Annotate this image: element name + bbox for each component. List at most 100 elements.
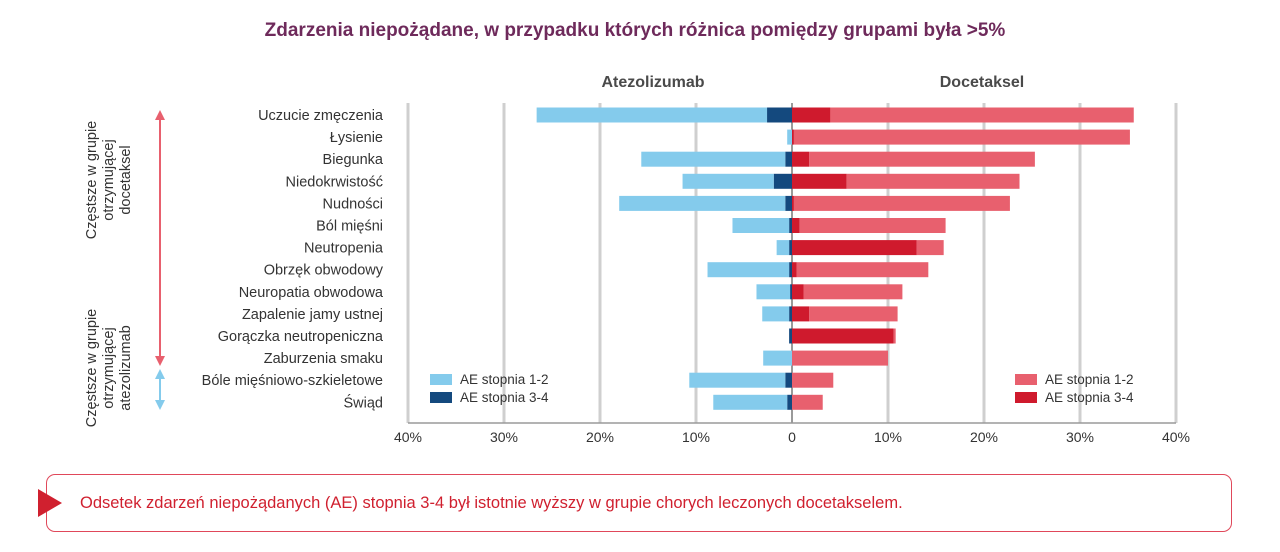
- x-tick-label: 10%: [874, 429, 902, 445]
- left-group-title: Atezolizumab: [601, 74, 704, 91]
- bar-atezo-grade12: [713, 394, 788, 410]
- chart-title: Zdarzenia niepożądane, w przypadku który…: [264, 20, 1006, 41]
- bar-atezo-grade34: [789, 306, 792, 322]
- lower-range-arrow-head: [155, 369, 165, 379]
- legend-right-label: AE stopnia 3-4: [1045, 390, 1134, 405]
- legend-left-label: AE stopnia 3-4: [460, 390, 549, 405]
- bar-doce-grade12: [793, 195, 1010, 211]
- bar-doce-grade34: [792, 306, 810, 322]
- upper-group-label: Częstsze w grupie: [84, 121, 100, 239]
- bar-atezo-grade34: [785, 195, 792, 211]
- bar-atezo-grade12: [707, 262, 790, 278]
- legend-left-label: AE stopnia 1-2: [460, 372, 549, 387]
- bar-doce-grade12: [809, 306, 898, 322]
- category-label: Biegunka: [323, 152, 384, 168]
- bar-atezo-grade12: [682, 173, 774, 189]
- bar-atezo-grade34: [790, 284, 792, 300]
- category-label: Świąd: [344, 393, 384, 411]
- bar-atezo-grade12: [762, 306, 790, 322]
- bar-atezo-grade12: [536, 107, 768, 123]
- bar-doce-grade34: [792, 195, 794, 211]
- bar-doce-grade34: [792, 262, 797, 278]
- bar-atezo-grade12: [641, 151, 786, 167]
- legend-left-swatch: [430, 392, 452, 403]
- bar-doce-grade34: [792, 173, 847, 189]
- lower-range-arrow: [155, 369, 165, 410]
- category-label: Zaburzenia smaku: [264, 351, 383, 367]
- bar-atezo-grade34: [789, 262, 792, 278]
- bar-doce-grade12: [893, 328, 896, 344]
- bar-doce-grade12: [793, 129, 1130, 145]
- bar-atezo-grade34: [785, 151, 792, 167]
- legend-left-swatch: [430, 374, 452, 385]
- bar-atezo-grade34: [773, 173, 792, 189]
- category-label: Nudności: [323, 196, 383, 212]
- bar-atezo-grade12: [776, 240, 790, 256]
- upper-group-label: otrzymującej: [101, 139, 117, 220]
- category-label: Zapalenie jamy ustnej: [242, 307, 383, 323]
- bar-doce-grade34: [792, 151, 810, 167]
- bar-doce-grade12: [916, 240, 944, 256]
- bar-doce-grade34: [792, 107, 831, 123]
- bar-atezo-grade12: [763, 350, 792, 366]
- category-label: Niedokrwistość: [286, 174, 384, 190]
- legend-right-swatch: [1015, 374, 1037, 385]
- upper-range-arrow-head: [155, 110, 165, 120]
- note-text: Odsetek zdarzeń niepożądanych (AE) stopn…: [80, 494, 903, 512]
- x-tick-label: 20%: [970, 429, 998, 445]
- x-tick-label: 10%: [682, 429, 710, 445]
- bar-doce-grade12: [796, 262, 929, 278]
- bar-atezo-grade34: [767, 107, 792, 123]
- chart-text: 40% 30% 20% 10% 0 10% 20% 30% 40% Atezolizumab Doc…: [84, 74, 1190, 445]
- x-tick-label: 30%: [1066, 429, 1094, 445]
- x-tick-label: 30%: [490, 429, 518, 445]
- bar-doce-grade12: [803, 284, 903, 300]
- note-arrow-icon: [38, 489, 62, 517]
- x-tick-label: 40%: [1162, 429, 1190, 445]
- bar-atezo-grade34: [789, 218, 792, 233]
- bar-doce-grade12: [809, 151, 1035, 167]
- lower-group-label: atezolizumab: [118, 325, 134, 410]
- bar-doce-grade12: [799, 218, 946, 233]
- upper-range-arrow-head: [155, 356, 165, 366]
- x-tick-label: 0: [788, 429, 796, 445]
- category-label: Ból mięśni: [316, 219, 383, 235]
- lower-group-label: Częstsze w grupie: [84, 309, 100, 427]
- grid-lines: [406, 103, 1178, 424]
- lower-range-arrow-head: [155, 400, 165, 410]
- bar-atezo-grade12: [689, 372, 786, 388]
- bar-atezo-grade12: [787, 129, 792, 145]
- category-label: Neuropatia obwodowa: [239, 285, 384, 301]
- bar-atezo-grade34: [789, 240, 792, 256]
- bar-doce-grade12: [792, 394, 823, 410]
- upper-range-arrow: [155, 110, 165, 366]
- bar-doce-grade12: [792, 350, 888, 366]
- bars: [536, 107, 1134, 410]
- bar-atezo-grade12: [756, 284, 791, 300]
- legend-right-swatch: [1015, 392, 1037, 403]
- lower-group-label: otrzymującej: [101, 327, 117, 408]
- category-label: Łysienie: [330, 130, 383, 146]
- category-label: Obrzęk obwodowy: [264, 263, 384, 279]
- legend-right-label: AE stopnia 1-2: [1045, 372, 1134, 387]
- bar-atezo-grade34: [787, 394, 792, 410]
- category-label: Gorączka neutropeniczna: [218, 329, 384, 345]
- bar-doce-grade34: [792, 240, 917, 256]
- bar-doce-grade34: [792, 328, 894, 344]
- chart-area: 40% 30% 20% 10% 0 10% 20% 30% 40% Atezolizumab Doc…: [84, 74, 1190, 445]
- bar-doce-grade34: [792, 129, 794, 145]
- upper-group-label: docetaksel: [118, 145, 134, 214]
- category-label: Uczucie zmęczenia: [258, 108, 384, 124]
- category-label: Neutropenia: [304, 241, 384, 257]
- x-tick-label: 40%: [394, 429, 422, 445]
- bar-atezo-grade34: [789, 328, 792, 344]
- right-group-title: Docetaksel: [940, 74, 1025, 91]
- x-tick-label: 20%: [586, 429, 614, 445]
- bar-doce-grade12: [830, 107, 1134, 123]
- bar-doce-grade12: [846, 173, 1020, 189]
- bar-atezo-grade34: [785, 372, 792, 388]
- bar-doce-grade34: [792, 218, 800, 233]
- bar-atezo-grade12: [732, 218, 790, 233]
- bar-doce-grade34: [792, 284, 804, 300]
- bar-doce-grade12: [792, 372, 834, 388]
